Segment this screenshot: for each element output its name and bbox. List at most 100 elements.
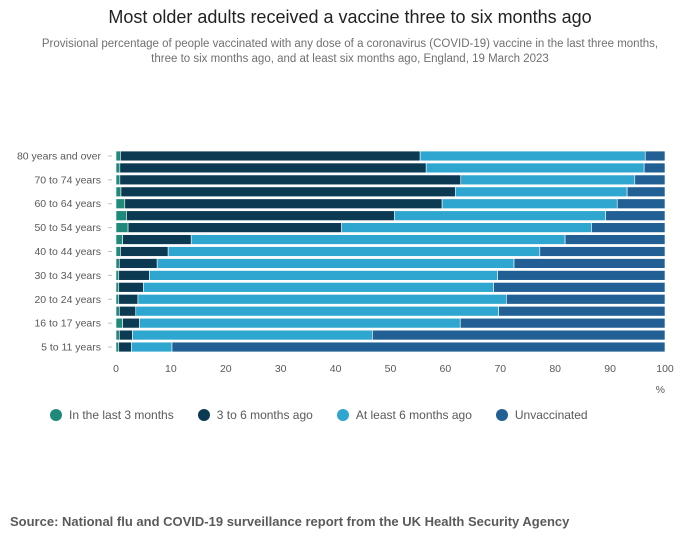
- bar-segment: [564, 234, 666, 245]
- legend-swatch: [495, 409, 508, 421]
- bar-segment: [459, 317, 666, 329]
- bar-segment: [118, 282, 144, 293]
- legend-item: 3 to 6 months ago: [197, 408, 313, 422]
- x-tick-label: 80: [549, 363, 561, 375]
- bar-segment: [115, 317, 123, 329]
- chart-subtitle: Provisional percentage of people vaccina…: [41, 38, 659, 65]
- bar-segment: [171, 341, 666, 353]
- category-label: 30 to 34 years: [34, 270, 101, 282]
- bar-segment: [419, 150, 646, 162]
- legend-item: Unvaccinated: [495, 408, 588, 422]
- bar-segment: [167, 246, 541, 257]
- bar-segment: [131, 341, 173, 353]
- bar-segment: [341, 222, 592, 233]
- bar-segment: [120, 186, 456, 197]
- category-label: 5 to 11 years: [41, 342, 101, 354]
- legend-label: 3 to 6 months ago: [216, 408, 313, 422]
- bar-segment: [115, 294, 120, 305]
- bar-segment: [122, 317, 140, 329]
- bar-segment: [120, 246, 169, 257]
- x-unit-label: %: [656, 384, 665, 396]
- bar-segment: [626, 186, 666, 197]
- bar-segment: [115, 246, 121, 257]
- bar-segment: [497, 270, 666, 281]
- bar-segment: [135, 306, 499, 317]
- bar-segment: [190, 234, 566, 245]
- bar-segment: [124, 198, 443, 209]
- bar-segment: [126, 210, 395, 221]
- bar-segment: [118, 270, 150, 281]
- bar-segment: [118, 294, 139, 305]
- bar-segment: [115, 174, 121, 186]
- bar-segment: [118, 329, 133, 341]
- bar-segment: [156, 258, 515, 269]
- bar-segment: [120, 150, 421, 162]
- bar-segment: [115, 341, 120, 353]
- bar-segment: [643, 162, 666, 174]
- x-tick-label: 20: [220, 363, 232, 375]
- bar-segment: [115, 329, 120, 341]
- bar-segment: [454, 186, 628, 197]
- bar-segment: [115, 222, 129, 233]
- x-tick-label: 0: [113, 363, 119, 375]
- bar-segment: [115, 234, 123, 245]
- bar-segment: [394, 210, 607, 221]
- category-label: 20 to 24 years: [34, 294, 101, 306]
- category-label: 70 to 74 years: [34, 174, 101, 186]
- category-label: 80 years and over: [17, 150, 102, 162]
- x-tick-label: 100: [656, 363, 674, 375]
- bar-segment: [372, 329, 666, 341]
- bar-segment: [644, 150, 666, 162]
- category-label: 40 to 44 years: [34, 246, 101, 258]
- bar-segment: [118, 306, 137, 317]
- chart-title: Most older adults received a vaccine thr…: [108, 7, 592, 27]
- bar-segment: [119, 162, 427, 174]
- bar-segment: [132, 329, 373, 341]
- legend-swatch: [336, 409, 349, 421]
- category-label: 50 to 54 years: [34, 222, 101, 234]
- x-tick-label: 40: [330, 363, 342, 375]
- bar-segment: [441, 198, 618, 209]
- category-label: 16 to 17 years: [34, 318, 101, 330]
- bar-segment: [115, 198, 126, 209]
- bar-segment: [115, 186, 122, 197]
- bar-segment: [115, 306, 120, 317]
- bar-segment: [115, 282, 120, 293]
- x-tick-label: 70: [494, 363, 506, 375]
- bar-segment: [460, 174, 636, 186]
- legend-swatch: [197, 409, 210, 421]
- legend-label: At least 6 months ago: [355, 408, 472, 422]
- source-note: Source: National flu and COVID-19 survei…: [10, 514, 570, 529]
- bar-segment: [115, 210, 127, 221]
- bar-segment: [115, 162, 121, 174]
- category-label: 60 to 64 years: [34, 198, 101, 210]
- bar-segment: [118, 258, 158, 269]
- bar-segment: [513, 258, 666, 269]
- bar-segment: [139, 317, 461, 329]
- bar-segment: [115, 258, 120, 269]
- bar-segment: [127, 222, 342, 233]
- bar-segment: [616, 198, 666, 209]
- bar-segment: [493, 282, 666, 293]
- stacked-bar-chart: 80 years and over 70 to 74 years 60 to 64 …: [17, 150, 674, 396]
- legend-label: In the last 3 months: [69, 408, 174, 422]
- x-tick-label: 30: [275, 363, 287, 375]
- legend-item: In the last 3 months: [50, 408, 174, 422]
- x-tick-label: 50: [385, 363, 397, 375]
- bar-segment: [137, 294, 507, 305]
- bar-segment: [122, 234, 192, 245]
- chart-legend: In the last 3 months 3 to 6 months ago At …: [50, 408, 612, 422]
- x-tick-label: 10: [165, 363, 177, 375]
- bar-segment: [115, 150, 121, 162]
- x-tick-label: 90: [604, 363, 616, 375]
- bar-segment: [634, 174, 666, 186]
- bar-segment: [143, 282, 495, 293]
- bar-segment: [498, 306, 666, 317]
- bar-segment: [605, 210, 666, 221]
- bar-segment: [425, 162, 645, 174]
- bar-segment: [115, 270, 120, 281]
- bar-segment: [149, 270, 498, 281]
- legend-item: At least 6 months ago: [336, 408, 472, 422]
- bar-segment: [591, 222, 666, 233]
- legend-swatch: [50, 409, 62, 421]
